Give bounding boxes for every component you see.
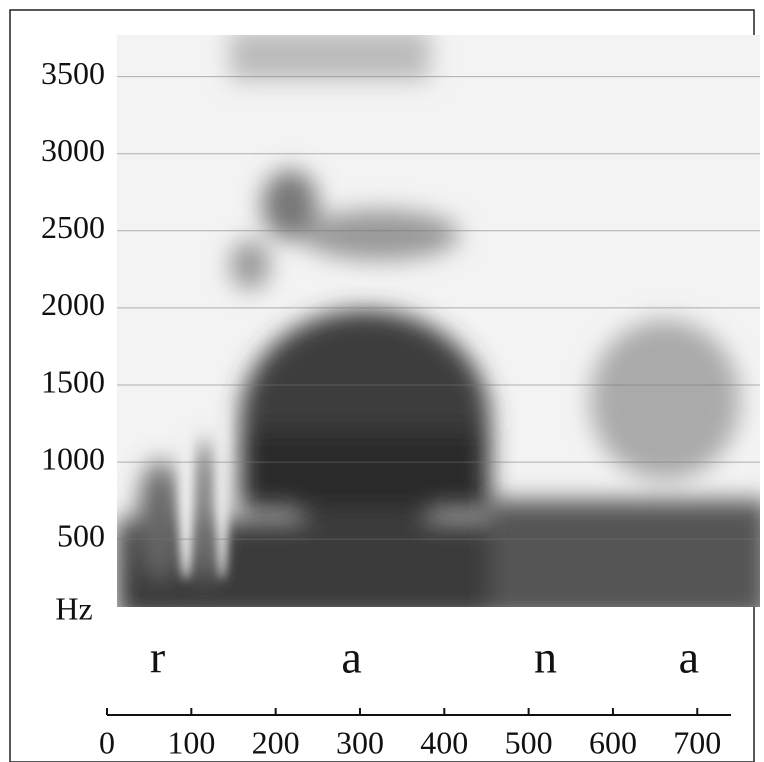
x-tick-label: 700 [673, 724, 721, 760]
segment-label: n [534, 632, 557, 683]
y-tick-label: 2000 [41, 286, 105, 322]
x-tick-label: 400 [420, 724, 468, 760]
spectrogram [117, 35, 760, 607]
y-tick-label: 3500 [41, 55, 105, 91]
x-tick-label: 0 [99, 724, 115, 760]
y-tick-label: 1500 [41, 363, 105, 399]
segment-label: r [150, 632, 165, 683]
y-tick-label: 500 [57, 518, 105, 554]
x-tick-label: 300 [336, 724, 384, 760]
segment-label: a [679, 632, 699, 683]
x-tick-label: 500 [505, 724, 553, 760]
x-tick-label: 600 [589, 724, 637, 760]
y-tick-label: 2500 [41, 209, 105, 245]
x-tick-label: 200 [252, 724, 300, 760]
y-tick-label: 3000 [41, 132, 105, 168]
segment-label: a [341, 632, 361, 683]
x-tick-label: 100 [167, 724, 215, 760]
y-axis-label: Hz [55, 590, 92, 626]
notches [179, 400, 228, 580]
y-tick-label: 1000 [41, 440, 105, 476]
shading [117, 35, 760, 607]
